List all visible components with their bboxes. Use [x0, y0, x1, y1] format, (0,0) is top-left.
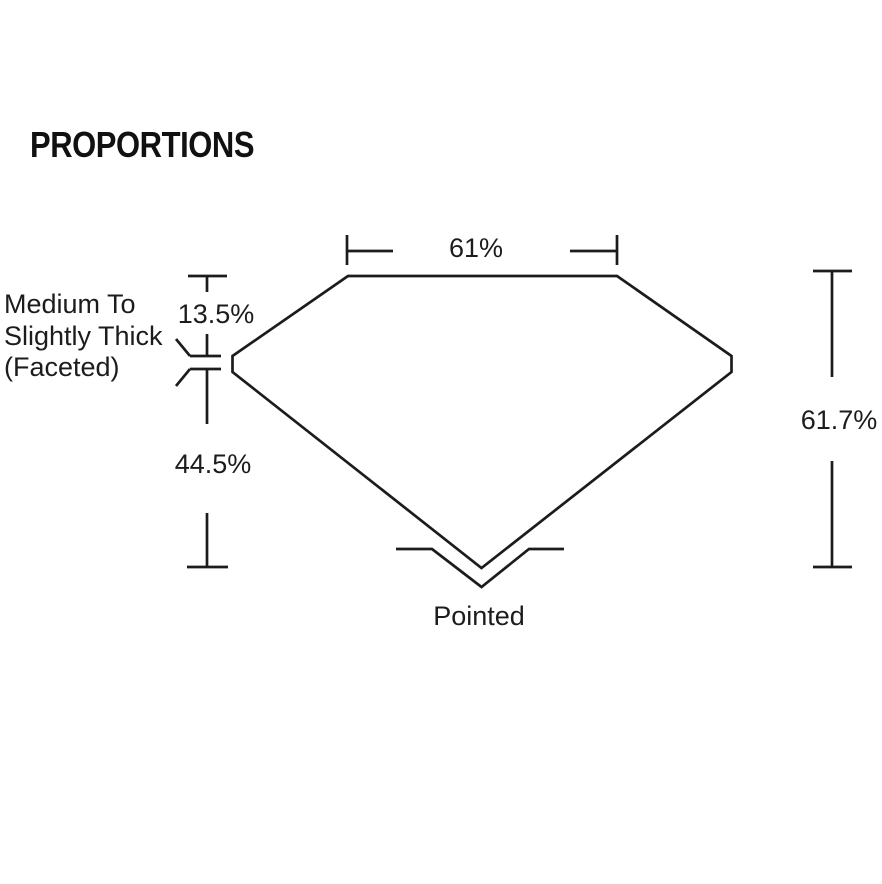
girdle-lower-leader — [174, 368, 192, 387]
pavilion-depth-label: 44.5% — [174, 449, 252, 480]
total-depth-label: 61.7% — [800, 405, 878, 436]
culet-marker — [396, 547, 564, 589]
table-width-label: 61% — [448, 233, 504, 264]
diamond-outline — [231, 274, 733, 570]
crown-height-dimension — [188, 274, 227, 356]
line-work — [174, 235, 852, 589]
girdle-thickness-label: Medium To Slightly Thick (Faceted) — [4, 289, 163, 382]
girdle-upper-leader — [174, 338, 192, 357]
culet-label: Pointed — [433, 601, 525, 632]
table-width-dimension — [345, 235, 619, 265]
page-title: PROPORTIONS — [30, 124, 255, 165]
total-depth-dimension — [813, 269, 852, 569]
pavilion-depth-dimension — [187, 369, 228, 569]
girdle-leader-marks — [174, 338, 221, 387]
crown-height-label: 13.5% — [177, 299, 255, 330]
